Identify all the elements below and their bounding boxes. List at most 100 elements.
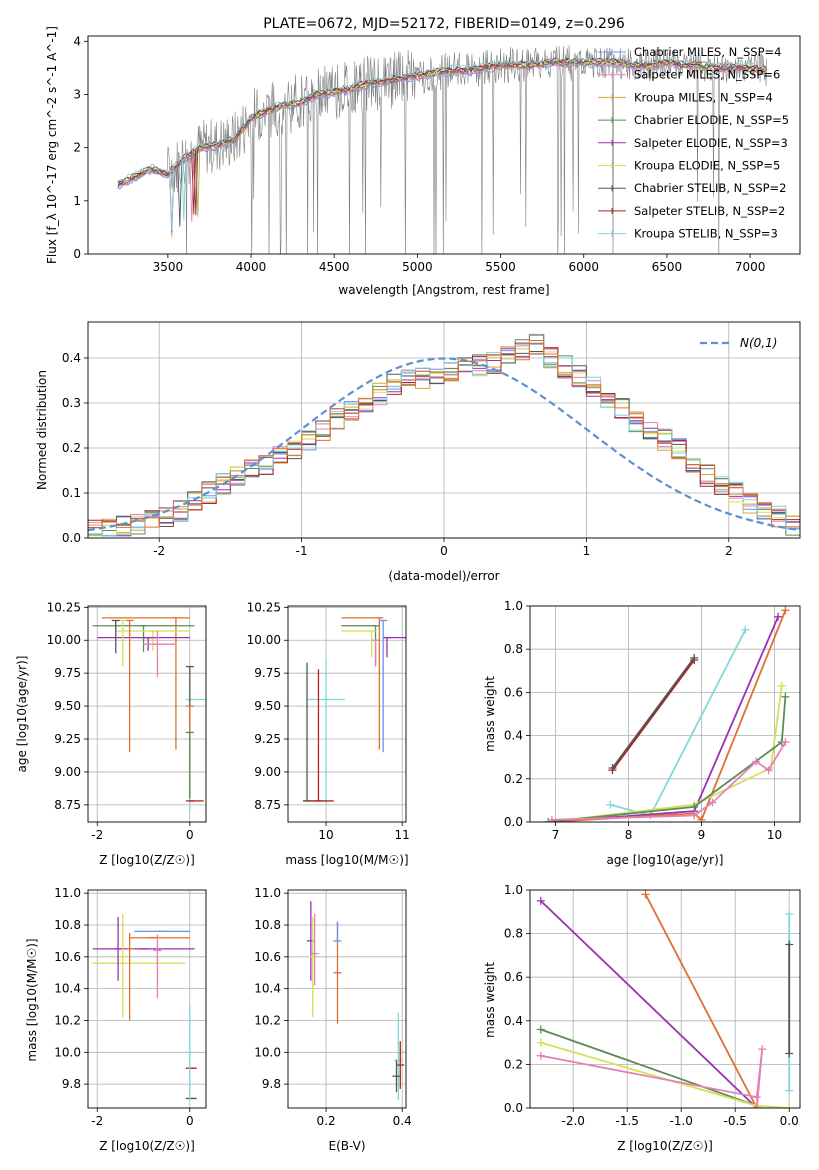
- y-tick-label: 10.2: [254, 1013, 281, 1027]
- x-tick-label: 8: [625, 828, 633, 842]
- y-tick-label: 10.00: [47, 633, 81, 647]
- plot-area: [306, 901, 405, 1101]
- legend-entry: Kroupa MILES, N_SSP=4: [634, 90, 773, 104]
- legend-entry: Chabrier ELODIE, N_SSP=5: [634, 113, 789, 127]
- x-tick-label: 0: [440, 544, 448, 558]
- y-tick-label: 9.8: [62, 1077, 81, 1091]
- errorbar-point: [307, 660, 346, 805]
- errorbar-point: [306, 901, 315, 981]
- y-axis-label: Normed distribution: [35, 370, 49, 490]
- point-marker: [641, 890, 650, 899]
- y-tick-label: 9.75: [54, 666, 81, 680]
- x-tick-label: 9: [698, 828, 706, 842]
- axes-mass_vs_Z: -2 0 9.8 10.0 10.2 10.4 10.6 10.8 11.0 Z [log10(Z…: [25, 886, 207, 1153]
- y-tick-label: 0.4: [504, 729, 523, 743]
- x-axis-label: Z [log10(Z/Z☉)]: [617, 1139, 713, 1153]
- x-tick-label: 1: [583, 544, 591, 558]
- weight-line-3: [610, 629, 747, 817]
- x-tick-label: -2: [153, 544, 165, 558]
- x-tick-label: 0: [186, 828, 194, 842]
- errorbar-point: [392, 1060, 401, 1093]
- point-marker: [758, 1045, 767, 1054]
- x-axis-label: Z [log10(Z/Z☉)]: [99, 853, 195, 867]
- errorbar-point: [303, 669, 334, 802]
- x-tick-label: 11: [395, 828, 410, 842]
- errorbar-point: [185, 698, 206, 812]
- y-tick-label: 9.50: [254, 699, 281, 713]
- y-tick-label: 9.75: [254, 666, 281, 680]
- point-marker: [785, 909, 794, 918]
- x-axis-label: age [log10(age/yr)]: [607, 853, 724, 867]
- weight-line-7: [548, 696, 787, 822]
- axes-residuals: -2 -1 0 1 2 0.0 0.1 0.2 0.3 0.4 (data-model)/error…: [35, 321, 801, 583]
- y-tick-label: 1: [73, 194, 81, 208]
- legend-entry: Salpeter STELIB, N_SSP=2: [634, 204, 785, 218]
- axes-age_vs_mass: 10 11 8.75 9.00 9.25 9.50 9.75 10.00 10.25 mass […: [247, 600, 410, 867]
- errorbar-point: [341, 617, 384, 750]
- histogram-step-9: [88, 342, 800, 537]
- errorbar-point: [396, 1041, 405, 1089]
- x-tick-label: 5000: [402, 260, 433, 274]
- point-marker: [547, 815, 556, 822]
- point-marker: [606, 800, 615, 809]
- y-tick-label: 10.0: [254, 1045, 281, 1059]
- axes-frame: [287, 889, 407, 1109]
- y-tick-label: 9.25: [54, 732, 81, 746]
- y-tick-label: 2: [73, 141, 81, 155]
- point-marker: [752, 1093, 761, 1102]
- x-tick-label: -2.0: [561, 1114, 584, 1128]
- errorbar-point: [114, 917, 123, 981]
- y-tick-label: 9.00: [254, 765, 281, 779]
- axes-weight_vs_age: 7 8 9 10 0.0 0.2 0.4 0.6 0.8 1.0 age [log10(age/yr…: [483, 599, 801, 867]
- y-axis-label: mass weight: [483, 962, 497, 1038]
- weight-line-2: [644, 893, 758, 1108]
- weight-line-1: [611, 659, 695, 771]
- axes-frame: [87, 35, 801, 255]
- point-marker: [785, 1086, 794, 1095]
- axes-frame: [87, 605, 207, 823]
- y-tick-label: 1.0: [504, 883, 523, 897]
- x-tick-label: 6000: [568, 260, 599, 274]
- y-tick-label: 4: [73, 34, 81, 48]
- point-marker: [752, 757, 761, 766]
- y-tick-label: 10.6: [54, 950, 81, 964]
- x-tick-label: 0.4: [393, 1114, 412, 1128]
- y-tick-label: 10.8: [254, 918, 281, 932]
- y-tick-label: 1.0: [504, 599, 523, 613]
- errorbar-point: [143, 631, 176, 678]
- weight-line-6: [548, 685, 783, 822]
- point-marker: [697, 815, 706, 822]
- axes-frame: [529, 889, 801, 1109]
- point-marker: [536, 1025, 545, 1034]
- errorbar-point: [101, 617, 190, 750]
- legend-entry: Chabrier MILES, N_SSP=4: [634, 45, 781, 59]
- x-tick-label: 0: [186, 1114, 194, 1128]
- weight-line-5: [540, 1048, 764, 1108]
- point-marker: [781, 606, 790, 615]
- y-tick-label: 10.00: [247, 633, 281, 647]
- point-marker: [764, 766, 773, 775]
- errorbar-point: [118, 913, 127, 1018]
- x-tick-label: -1.5: [615, 1114, 638, 1128]
- plot-area: [88, 333, 800, 537]
- y-tick-label: 0.2: [504, 1057, 523, 1071]
- legend-entry: Chabrier STELIB, N_SSP=2: [634, 181, 786, 195]
- x-tick-label: 10: [767, 828, 782, 842]
- x-axis-label: Z [log10(Z/Z☉)]: [99, 1139, 195, 1153]
- y-tick-label: 10.25: [47, 600, 81, 614]
- x-tick-label: 4000: [236, 260, 267, 274]
- errorbar-point: [371, 639, 380, 667]
- legend-entry: Kroupa ELODIE, N_SSP=5: [634, 159, 780, 173]
- y-tick-label: 0.1: [62, 486, 81, 500]
- x-axis-label: mass [log10(M/M☉)]: [285, 853, 408, 867]
- axes-spectrum: 3500 4000 4500 5000 5500 6000 6500 7000 0 1 2 3 4 PLA…: [45, 16, 801, 297]
- y-tick-label: 10.8: [54, 918, 81, 932]
- y-tick-label: 0.4: [62, 351, 81, 365]
- y-tick-label: 9.25: [254, 732, 281, 746]
- y-tick-label: 0.8: [504, 642, 523, 656]
- point-marker: [536, 896, 545, 905]
- weight-line-3: [540, 1028, 758, 1107]
- y-tick-label: 0.6: [504, 685, 523, 699]
- errorbar-point: [125, 932, 134, 1021]
- y-axis-label: mass weight: [483, 676, 497, 752]
